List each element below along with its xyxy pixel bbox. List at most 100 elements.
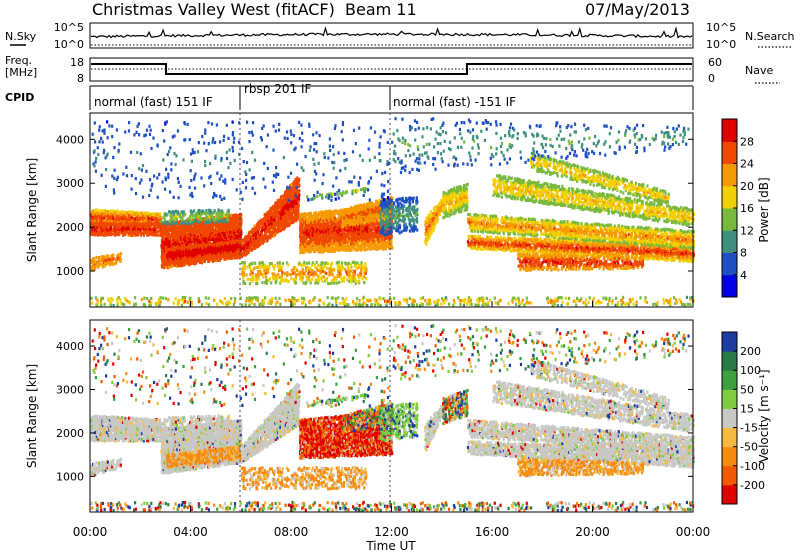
power-cell [407, 208, 410, 212]
power-cell [409, 210, 412, 214]
power-cell [289, 210, 292, 214]
power-cell [367, 203, 370, 207]
power-cell [97, 231, 100, 235]
power-cell [266, 227, 269, 231]
power-cell [336, 223, 339, 227]
power-cell [175, 217, 178, 221]
power-cell [113, 214, 117, 218]
power-cell [323, 244, 326, 248]
power-cell [197, 241, 200, 245]
power-cell [245, 244, 248, 248]
power-cell [244, 238, 247, 242]
power-cell [356, 225, 359, 229]
power-cell [332, 225, 335, 229]
power-cell [203, 238, 206, 242]
power-cell [132, 217, 135, 221]
power-cell [402, 214, 405, 218]
power-cell [306, 213, 309, 217]
power-cell [368, 236, 371, 241]
power-cell [262, 234, 266, 238]
power-cell [356, 214, 359, 218]
power-cell [167, 231, 170, 236]
power-cell [94, 231, 97, 235]
power-cell [281, 210, 284, 215]
power-cell [321, 234, 324, 238]
power-cell [388, 236, 391, 240]
power-cell [205, 217, 208, 221]
power-cell [232, 220, 235, 224]
power-cell [358, 236, 361, 240]
power-cell [350, 226, 353, 230]
power-cell [361, 223, 364, 227]
power-cell [126, 216, 129, 221]
power-cell [348, 245, 351, 249]
power-cell [198, 215, 201, 219]
power-cell [224, 251, 227, 255]
power-cell [162, 262, 165, 266]
power-cell [190, 211, 193, 215]
power-cell [367, 243, 370, 248]
power-cell [376, 233, 379, 237]
power-cell [269, 215, 272, 219]
power-cell [389, 244, 392, 248]
power-cell [201, 240, 204, 244]
power-cell [92, 260, 96, 264]
power-cell [235, 228, 238, 232]
power-cell [329, 211, 332, 215]
power-cell [229, 252, 232, 256]
power-cell [352, 220, 355, 224]
power-cell [379, 203, 382, 208]
power-cell [192, 228, 195, 232]
power-cell [181, 246, 184, 250]
power-cell [386, 209, 389, 213]
power-cell [367, 234, 370, 238]
power-cell [225, 250, 228, 254]
power-cell [198, 256, 201, 260]
power-cell [378, 235, 381, 239]
power-cell [214, 231, 217, 235]
power-cell [199, 246, 203, 250]
power-cell [211, 225, 214, 230]
power-cell [382, 225, 385, 229]
power-cell [287, 217, 290, 221]
power-cell [429, 212, 432, 216]
power-cell [119, 259, 122, 263]
power-cell [112, 257, 115, 261]
power-cell [190, 242, 193, 246]
power-cell [230, 222, 233, 226]
power-cell [314, 211, 317, 215]
power-cell [249, 230, 252, 234]
power-cell [95, 225, 99, 229]
power-cell [202, 225, 205, 229]
power-cell [104, 261, 107, 265]
power-cell [169, 211, 172, 215]
power-cell [351, 234, 354, 238]
power-cell [246, 240, 249, 244]
power-cell [114, 229, 117, 233]
power-cell [304, 231, 307, 235]
power-cell [211, 259, 214, 263]
power-cell [341, 220, 345, 224]
power-cell [276, 209, 279, 213]
power-cell [132, 233, 136, 237]
power-cell [322, 241, 325, 246]
power-cell [110, 222, 113, 226]
power-cell [103, 219, 106, 223]
power-cell [338, 221, 342, 225]
power-cell [251, 230, 254, 234]
power-cell [228, 222, 231, 226]
power-cell [319, 223, 322, 228]
power-cell [131, 226, 134, 230]
power-cell [128, 217, 131, 221]
power-cell [424, 223, 427, 227]
power-cell [221, 235, 224, 239]
power-cell [323, 233, 326, 238]
power-cell [407, 196, 410, 201]
power-cell [220, 228, 223, 232]
power-cell [361, 240, 364, 244]
power-cell [307, 220, 310, 224]
power-cell [353, 228, 356, 232]
power-cell [252, 242, 255, 247]
power-cell [236, 226, 239, 231]
power-cell [185, 221, 188, 225]
